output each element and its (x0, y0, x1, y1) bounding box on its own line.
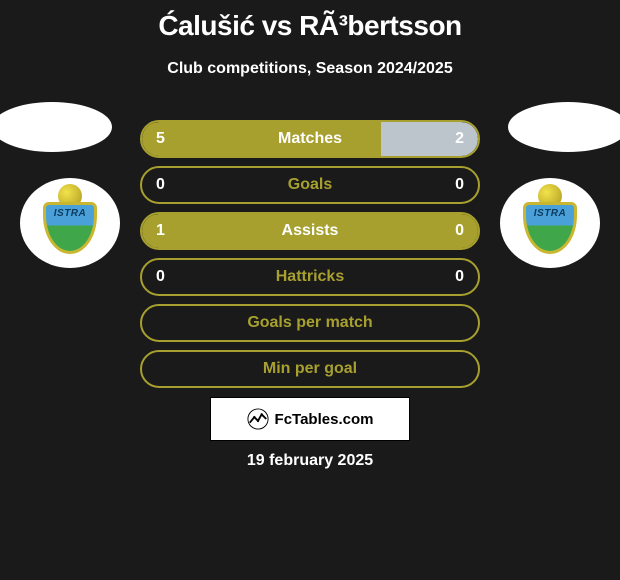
club-badge-left: ISTRA (20, 178, 120, 268)
stat-row: Min per goal (140, 350, 480, 388)
player-avatar-right (508, 102, 620, 152)
stat-row: 00Goals (140, 166, 480, 204)
footer-brand-text: FcTables.com (275, 411, 374, 428)
page-title: Ćalušić vs RÃ³bertsson (0, 0, 620, 42)
stat-label: Assists (142, 222, 478, 240)
footer-date: 19 february 2025 (0, 452, 620, 470)
fctables-logo-icon (247, 408, 269, 430)
stat-label: Goals (142, 176, 478, 194)
stat-row: 00Hattricks (140, 258, 480, 296)
stat-label: Hattricks (142, 268, 478, 286)
stat-label: Matches (142, 130, 478, 148)
stat-row: 52Matches (140, 120, 480, 158)
stat-row: Goals per match (140, 304, 480, 342)
comparison-rows: 52Matches 00Goals 10Assists 00Hattricks Goal… (140, 120, 480, 396)
page-subtitle: Club competitions, Season 2024/2025 (0, 60, 620, 78)
stat-label: Goals per match (142, 314, 478, 332)
player-avatar-left (0, 102, 112, 152)
club-badge-text: ISTRA (54, 208, 87, 219)
club-badge-text: ISTRA (534, 208, 567, 219)
club-badge-right: ISTRA (500, 178, 600, 268)
footer-brand-box: FcTables.com (210, 397, 410, 441)
stat-row: 10Assists (140, 212, 480, 250)
stat-label: Min per goal (142, 360, 478, 378)
club-badge-graphic: ISTRA (35, 188, 105, 258)
club-badge-graphic: ISTRA (515, 188, 585, 258)
